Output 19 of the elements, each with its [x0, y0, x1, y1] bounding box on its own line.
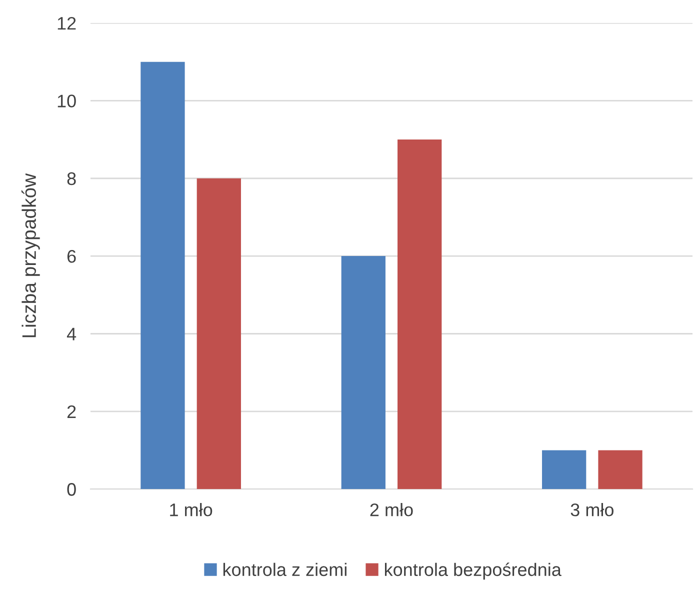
y-tick-label: 0 — [67, 483, 76, 496]
y-tick-label: 8 — [67, 172, 76, 186]
y-tick-label: 12 — [58, 16, 76, 30]
bar — [398, 140, 442, 490]
y-axis-title: Liczba przypadków — [21, 173, 40, 338]
y-tick-label: 10 — [58, 94, 76, 108]
y-tick-label: 6 — [67, 250, 76, 263]
x-tick-label: 1 mło — [170, 503, 212, 516]
legend-label: kontrola bezpośrednia — [384, 562, 562, 580]
y-tick-label: 4 — [66, 328, 76, 340]
bar — [542, 450, 586, 490]
bar — [341, 256, 386, 490]
y-tick-label: 2 — [67, 405, 76, 418]
x-tick-label: 3 mło — [570, 503, 614, 516]
bar — [196, 178, 241, 490]
bar — [140, 62, 185, 490]
x-tick-label: 2 mło — [370, 503, 413, 516]
bar — [598, 450, 642, 490]
legend-label: kontrola z ziemi — [223, 562, 346, 576]
